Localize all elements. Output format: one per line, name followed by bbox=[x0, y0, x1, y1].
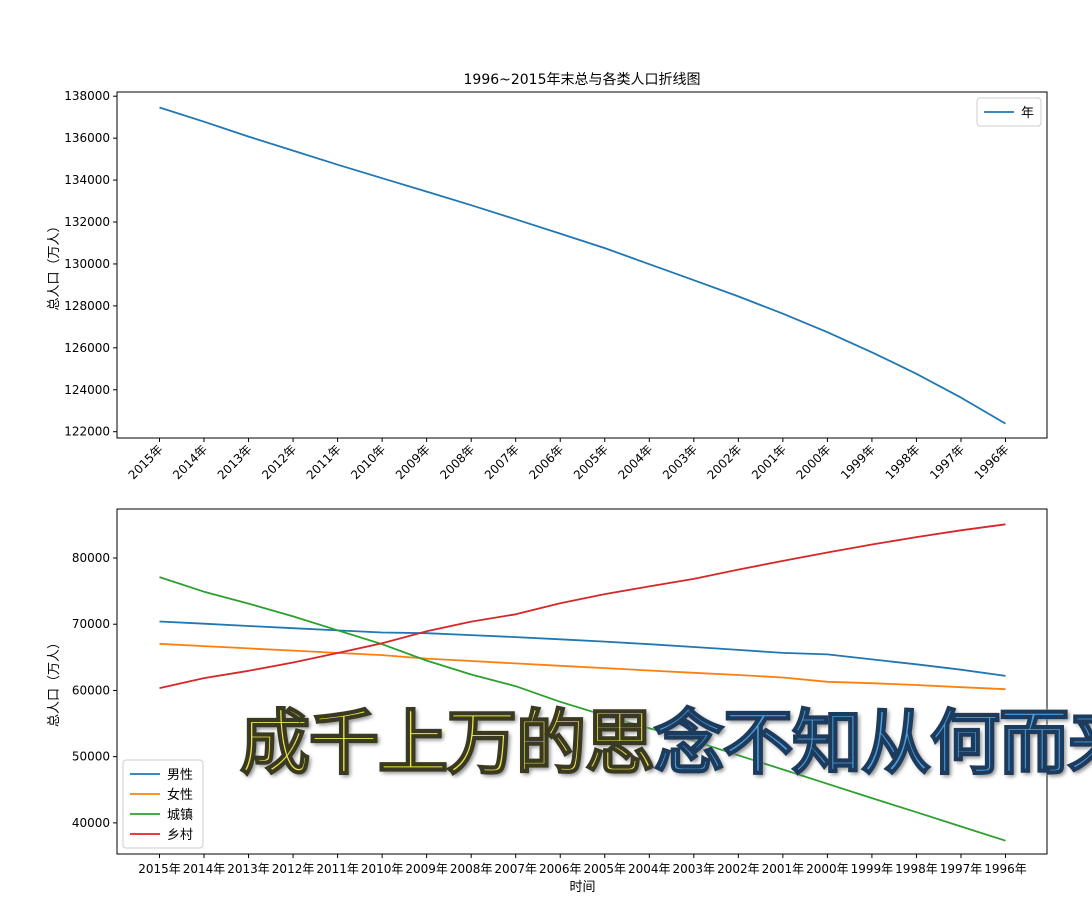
x-tick-label: 1998年 bbox=[895, 862, 938, 876]
x-tick-label: 2008年 bbox=[450, 862, 493, 876]
x-tick-label: 2002年 bbox=[717, 862, 760, 876]
x-tick-label: 2015年 bbox=[126, 442, 166, 482]
x-tick-label: 2012年 bbox=[259, 442, 299, 482]
x-tick-label: 2002年 bbox=[704, 442, 744, 482]
y-axis-label: 总人口（万人） bbox=[47, 636, 62, 727]
y-tick-label: 80000 bbox=[72, 551, 110, 565]
x-tick-label: 2004年 bbox=[615, 442, 655, 482]
series-line-1 bbox=[159, 620, 1006, 677]
y-tick-label: 124000 bbox=[64, 383, 110, 397]
caption-part-a: 成千上万的思 bbox=[239, 702, 656, 784]
y-tick-label: 50000 bbox=[72, 750, 110, 764]
x-tick-label: 2014年 bbox=[183, 862, 226, 876]
plot-frame bbox=[116, 91, 1048, 439]
x-tick-label: 2000年 bbox=[806, 862, 849, 876]
x-tick-label: 2013年 bbox=[215, 442, 255, 482]
chart-top-total-population: 1996~2015年末总与各类人口折线图 122000 124000 126000 12… bbox=[47, 72, 1048, 482]
series-line-2 bbox=[159, 642, 1006, 691]
legend-label: 男性 bbox=[167, 768, 193, 783]
y-axis-label: 总人口（万人） bbox=[47, 219, 62, 310]
legend-label: 女性 bbox=[167, 787, 193, 803]
x-tick-label: 1996年 bbox=[972, 442, 1012, 482]
y-tick-label: 70000 bbox=[72, 617, 110, 631]
x-tick-label: 1998年 bbox=[883, 442, 923, 482]
y-tick-label: 60000 bbox=[72, 683, 110, 697]
x-tick-label: 1999年 bbox=[838, 442, 878, 482]
legend-label: 乡村 bbox=[167, 828, 193, 843]
x-tick-label: 2003年 bbox=[660, 442, 700, 482]
series-line-3 bbox=[159, 576, 1006, 842]
x-tick-label: 2005年 bbox=[583, 862, 626, 876]
plot-frame bbox=[116, 508, 1048, 855]
x-tick-label: 2006年 bbox=[526, 442, 566, 482]
x-tick-label: 2010年 bbox=[348, 442, 388, 482]
x-tick-label: 1997年 bbox=[927, 442, 967, 482]
y-tick-label: 130000 bbox=[64, 257, 110, 271]
x-tick-label: 2009年 bbox=[405, 862, 448, 876]
x-tick-label: 2006年 bbox=[539, 862, 582, 876]
y-tick-label: 136000 bbox=[64, 131, 110, 145]
y-tick-label: 122000 bbox=[64, 425, 110, 439]
x-tick-label: 2001年 bbox=[762, 862, 805, 876]
x-tick-label: 2015年 bbox=[138, 862, 181, 876]
series-line-1 bbox=[159, 106, 1006, 425]
legend-label: 城镇 bbox=[167, 808, 193, 823]
x-tick-label: 2009年 bbox=[393, 442, 433, 482]
x-axis-label: 时间 bbox=[569, 880, 595, 895]
y-tick-label: 134000 bbox=[64, 173, 110, 187]
x-tick-label: 2008年 bbox=[437, 442, 477, 482]
x-tick-label: 2005年 bbox=[571, 442, 611, 482]
legend-box bbox=[122, 759, 204, 849]
chart-title: 1996~2015年末总与各类人口折线图 bbox=[464, 72, 701, 88]
x-tick-label: 2013年 bbox=[227, 862, 270, 876]
x-tick-label: 2014年 bbox=[170, 442, 210, 482]
x-tick-label: 2011年 bbox=[316, 862, 359, 876]
series-line-4 bbox=[159, 523, 1006, 689]
y-tick-label: 40000 bbox=[72, 816, 110, 830]
x-tick-label: 2007年 bbox=[482, 442, 522, 482]
caption-part-b: 念不知从何而来 bbox=[653, 702, 1092, 784]
x-tick-label: 1997年 bbox=[940, 862, 983, 876]
x-tick-label: 2000年 bbox=[794, 442, 834, 482]
x-tick-label: 2007年 bbox=[494, 862, 537, 876]
watermark-caption: 成千上万的思念不知从何而来 bbox=[239, 707, 1092, 779]
x-tick-label: 2001年 bbox=[749, 442, 789, 482]
y-tick-label: 132000 bbox=[64, 215, 110, 229]
y-tick-label: 138000 bbox=[64, 89, 110, 103]
x-tick-label: 2012年 bbox=[272, 862, 315, 876]
y-tick-label: 128000 bbox=[64, 299, 110, 313]
x-tick-label: 2004年 bbox=[628, 862, 671, 876]
x-tick-label: 1999年 bbox=[851, 862, 894, 876]
x-tick-label: 2003年 bbox=[673, 862, 716, 876]
y-tick-label: 126000 bbox=[64, 341, 110, 355]
x-tick-label: 2011年 bbox=[304, 442, 344, 482]
x-tick-label: 2010年 bbox=[361, 862, 404, 876]
x-tick-label: 1996年 bbox=[984, 862, 1027, 876]
legend-label: 年 bbox=[1021, 106, 1034, 121]
chart-bottom-population-by-category: 40000 50000 60000 70000 80000 2015年 2014年 2013年… bbox=[47, 508, 1048, 895]
